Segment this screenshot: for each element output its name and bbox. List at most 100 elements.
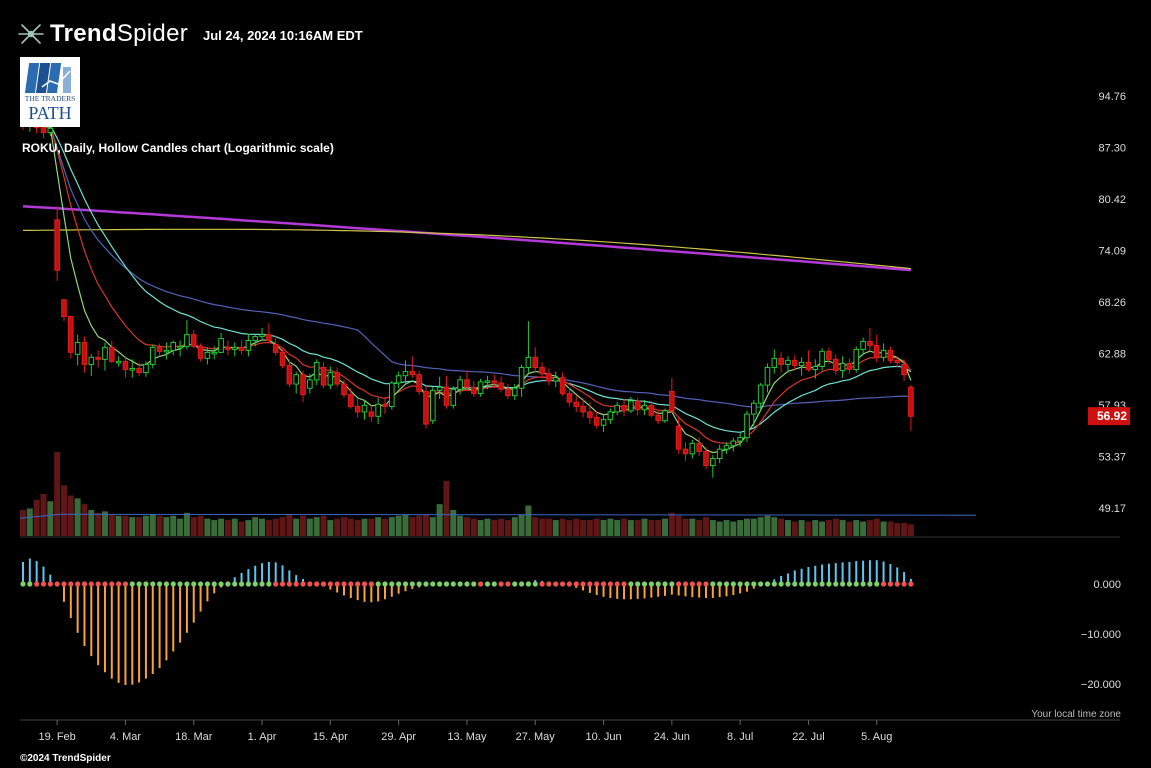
- volume-bar: [375, 517, 382, 536]
- brand-name: TrendSpider: [50, 20, 188, 48]
- candle: [703, 446, 709, 470]
- macd-signal-dot: [150, 581, 156, 587]
- volume-bar: [668, 512, 675, 536]
- macd-signal-dot: [27, 581, 33, 587]
- candle-body: [115, 360, 122, 364]
- volume-bar: [300, 515, 307, 536]
- candle-body: [873, 344, 880, 358]
- candle-body: [382, 403, 388, 407]
- candle: [279, 347, 286, 369]
- candle: [600, 415, 607, 432]
- candle: [593, 410, 600, 429]
- macd-signal-dot: [95, 581, 101, 587]
- candle-body: [559, 377, 566, 395]
- logo-line2: PATH: [28, 103, 72, 123]
- candle-body: [266, 334, 272, 342]
- candle-body: [334, 372, 340, 385]
- price-axis-label: 53.37: [1098, 452, 1126, 464]
- candle-body: [197, 345, 204, 359]
- candle: [751, 399, 757, 427]
- timezone-note: Your local time zone: [1031, 709, 1121, 720]
- macd-signal-dot: [116, 581, 122, 587]
- volume-bar: [60, 485, 67, 536]
- candle: [771, 349, 778, 374]
- macd-signal-dot: [812, 581, 818, 587]
- candle-body: [573, 401, 580, 407]
- volume-bar: [812, 520, 819, 536]
- candle-body: [703, 450, 709, 467]
- macd-signal-dot: [170, 581, 176, 587]
- macd-signal-dot: [423, 581, 429, 587]
- macd-signal-dot: [286, 581, 292, 587]
- candle-body: [443, 386, 450, 406]
- candle-body: [354, 405, 361, 413]
- macd-signal-dot: [669, 581, 675, 587]
- candle-body: [757, 384, 764, 404]
- candle: [778, 352, 784, 373]
- candle-body: [464, 379, 470, 388]
- candle: [908, 385, 914, 431]
- macd-signal-dot: [758, 581, 764, 587]
- candle: [395, 371, 402, 389]
- candle-body: [634, 400, 641, 411]
- macd-signal-dot: [587, 581, 593, 587]
- candle-body: [832, 358, 839, 372]
- candle: [354, 398, 361, 418]
- candle: [532, 347, 539, 373]
- candle: [313, 359, 320, 386]
- candle: [238, 340, 245, 355]
- x-axis-label: 5. Aug: [861, 731, 892, 743]
- logo-line1: THE TRADERS: [24, 94, 76, 103]
- volume-bar: [402, 514, 409, 536]
- price-axis-label: 49.17: [1098, 503, 1126, 515]
- macd-signal-dot: [163, 581, 170, 587]
- volume-bar: [627, 520, 634, 536]
- volume-bar: [422, 514, 429, 536]
- volume-bar: [170, 515, 177, 536]
- candle-body: [395, 375, 402, 384]
- volume-bar: [265, 520, 272, 536]
- volume-bar: [504, 520, 511, 536]
- candle-body: [628, 400, 634, 412]
- macd-signal-dot: [853, 581, 859, 587]
- candle: [873, 334, 880, 363]
- candle-body: [908, 386, 914, 417]
- macd-signal-dot: [430, 581, 436, 587]
- candle-body: [320, 366, 327, 386]
- macd-signal-dot: [525, 581, 532, 587]
- candle: [764, 363, 771, 393]
- volume-bar: [498, 518, 505, 536]
- candle-body: [751, 402, 757, 415]
- volume-bar: [552, 520, 559, 536]
- volume-average-line: [19, 513, 61, 519]
- candle: [170, 340, 177, 356]
- candle: [416, 370, 422, 395]
- macd-signal-dot: [655, 581, 661, 587]
- macd-signal-dot: [607, 581, 613, 587]
- volume-bar: [566, 520, 573, 536]
- volume-bar: [846, 521, 853, 536]
- volume-bar: [231, 518, 238, 536]
- macd-signal-dot: [218, 581, 224, 587]
- volume-bar: [463, 517, 470, 536]
- price-axis-label: 68.26: [1098, 297, 1126, 309]
- x-axis-label: 18. Mar: [175, 731, 213, 743]
- candle-body: [839, 362, 846, 372]
- volume-bar: [559, 518, 566, 536]
- candle-body: [430, 389, 436, 422]
- candle-body: [518, 366, 525, 389]
- macd-signal-dot: [723, 581, 730, 587]
- candle: [491, 374, 498, 389]
- candle: [669, 377, 675, 414]
- macd-signal-dot: [402, 581, 409, 587]
- candle: [805, 350, 812, 372]
- macd-signal-dot: [75, 581, 81, 587]
- candle-body: [470, 386, 477, 395]
- candle-body: [211, 351, 218, 355]
- macd-signal-dot: [901, 581, 907, 587]
- macd-signal-dot: [566, 581, 573, 587]
- candle: [95, 350, 101, 368]
- volume-bar: [95, 512, 102, 536]
- candle-body: [648, 404, 655, 416]
